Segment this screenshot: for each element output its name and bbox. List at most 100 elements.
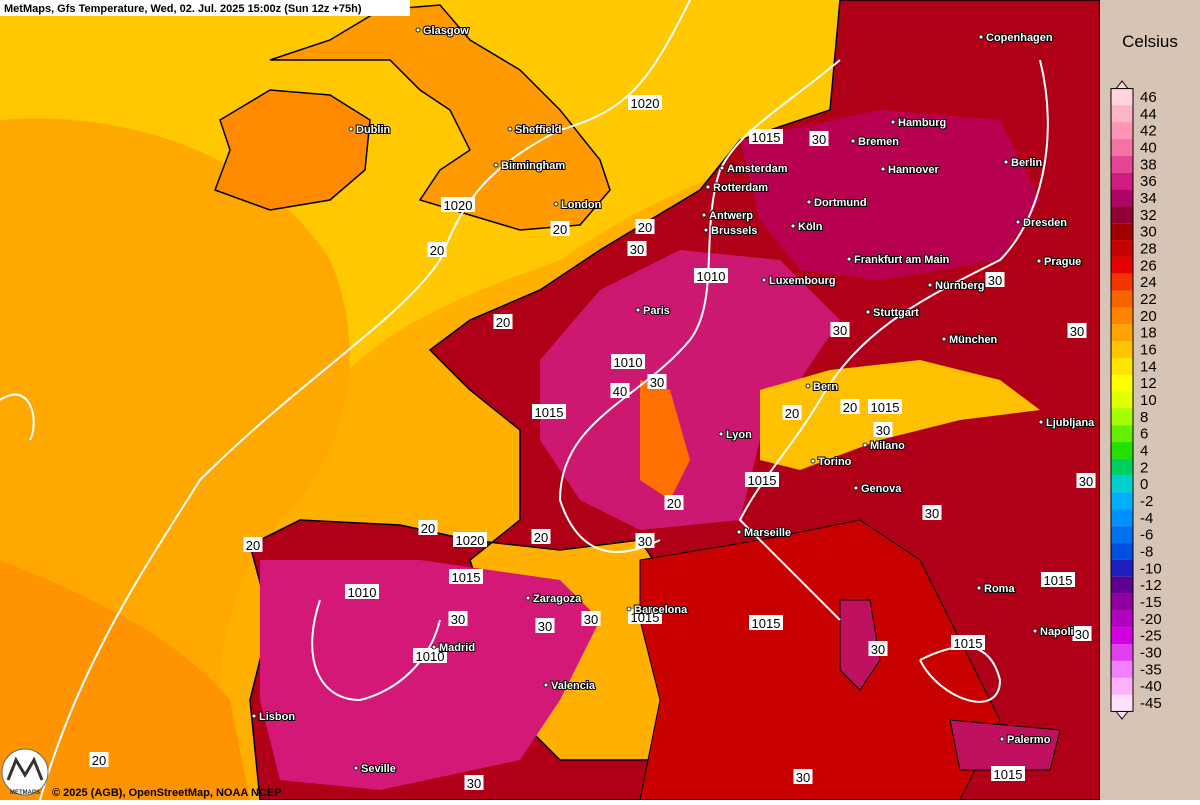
city-dot	[1032, 628, 1038, 634]
legend-label: 28	[1140, 241, 1157, 258]
legend-swatch	[1111, 543, 1133, 560]
legend-swatch	[1111, 290, 1133, 308]
city-label: Hannover	[888, 164, 939, 176]
legend-swatch	[1111, 442, 1133, 459]
contour-label-bg	[840, 399, 860, 414]
legend-label: 36	[1140, 173, 1157, 190]
contour-label-bg	[550, 221, 570, 236]
contour-label-bg	[873, 422, 893, 437]
contour-label-bg	[89, 752, 109, 767]
city-dot	[736, 529, 742, 535]
contour-label: 30	[1070, 324, 1084, 339]
contour-label: 30	[630, 242, 644, 257]
legend-label: 30	[1140, 224, 1157, 241]
city-label: Milano	[870, 440, 905, 452]
contour-label: 20	[92, 753, 106, 768]
contour-label: 20	[843, 400, 857, 415]
contour-label-bg	[493, 314, 513, 329]
contour-label-bg	[749, 615, 783, 630]
contour-label: 30	[451, 612, 465, 627]
legend-label: 0	[1140, 476, 1148, 493]
city-dot	[251, 713, 257, 719]
field-iberia-hot	[260, 560, 600, 790]
legend-swatch	[1111, 526, 1133, 544]
contour-label: 30	[876, 423, 890, 438]
legend-label: 22	[1140, 291, 1157, 308]
legend-swatch	[1111, 492, 1133, 510]
city-dot	[493, 162, 499, 168]
legend-swatch	[1111, 509, 1133, 527]
legend-swatch	[1111, 273, 1133, 291]
city-label: Bern	[813, 381, 838, 393]
legend-swatch	[1111, 155, 1133, 173]
legend-swatch	[1111, 677, 1133, 695]
city-label: Dublin	[356, 124, 390, 136]
contour-label: 1015	[452, 570, 481, 585]
city-dot	[703, 227, 709, 233]
contour-label: 20	[421, 521, 435, 536]
city-dot	[976, 585, 982, 591]
contour-label: 20	[785, 406, 799, 421]
legend-swatch	[1111, 627, 1133, 645]
legend-label: 10	[1140, 392, 1157, 409]
contour-label: 20	[534, 530, 548, 545]
contour-label-bg	[782, 405, 802, 420]
contour-label-bg	[413, 648, 447, 663]
legend-swatch	[1111, 576, 1133, 594]
legend-label: 16	[1140, 342, 1157, 359]
legend-label: 12	[1140, 375, 1157, 392]
legend-swatch	[1111, 172, 1133, 190]
legend-label: -20	[1140, 611, 1162, 628]
city-label: Frankfurt am Main	[854, 254, 950, 266]
contour-label: 30	[833, 323, 847, 338]
contour-label: 30	[467, 776, 481, 791]
legend-label: -2	[1140, 493, 1153, 510]
city-dot	[890, 119, 896, 125]
city-dot	[999, 736, 1005, 742]
legend-label: 38	[1140, 156, 1157, 173]
title-bg	[0, 0, 410, 16]
city-label: Napoli	[1040, 626, 1074, 638]
legend-swatch	[1111, 105, 1133, 123]
field-massif-central	[640, 380, 690, 500]
city-dot	[718, 431, 724, 437]
contour-label: 1020	[631, 96, 660, 111]
contour-label: 1020	[444, 198, 473, 213]
city-dot	[719, 165, 725, 171]
city-dot	[862, 442, 868, 448]
brand: METMAPS	[10, 790, 40, 796]
city-label: Berlin	[1011, 157, 1042, 169]
contour-label-bg	[647, 374, 667, 389]
city-label: Paris	[643, 305, 670, 317]
city-label: Lyon	[726, 429, 752, 441]
contour-label-bg	[627, 241, 647, 256]
legend-label: -8	[1140, 544, 1153, 561]
city-label: Stuttgart	[873, 307, 919, 319]
contour-label-bg	[694, 268, 728, 283]
contour-label: 30	[925, 506, 939, 521]
contour-label: 30	[584, 612, 598, 627]
city-label: Rotterdam	[713, 182, 768, 194]
legend-label: -15	[1140, 594, 1162, 611]
logo-mark	[6, 756, 44, 781]
city-label: Bremen	[858, 136, 899, 148]
legend-label: 26	[1140, 257, 1157, 274]
legend-label: -25	[1140, 628, 1162, 645]
city-dot	[865, 309, 871, 315]
land-sicily	[949, 719, 1061, 771]
city-label: Ljubljana	[1046, 417, 1095, 429]
legend-swatch	[1111, 660, 1133, 678]
city-dot	[415, 27, 421, 33]
contour-label-bg	[922, 505, 942, 520]
city-dot	[701, 212, 707, 218]
city-label: Valencia	[551, 680, 596, 692]
legend-title: Celsius	[1122, 32, 1178, 51]
contour-label-bg	[664, 495, 684, 510]
contour-label-bg	[1072, 626, 1092, 641]
contour-label: 40	[613, 384, 627, 399]
city-dot	[1038, 419, 1044, 425]
sea-mediterranean	[639, 519, 1001, 801]
contour-label: 1015	[871, 400, 900, 415]
city-dot	[525, 595, 531, 601]
contour-label: 1015	[748, 473, 777, 488]
